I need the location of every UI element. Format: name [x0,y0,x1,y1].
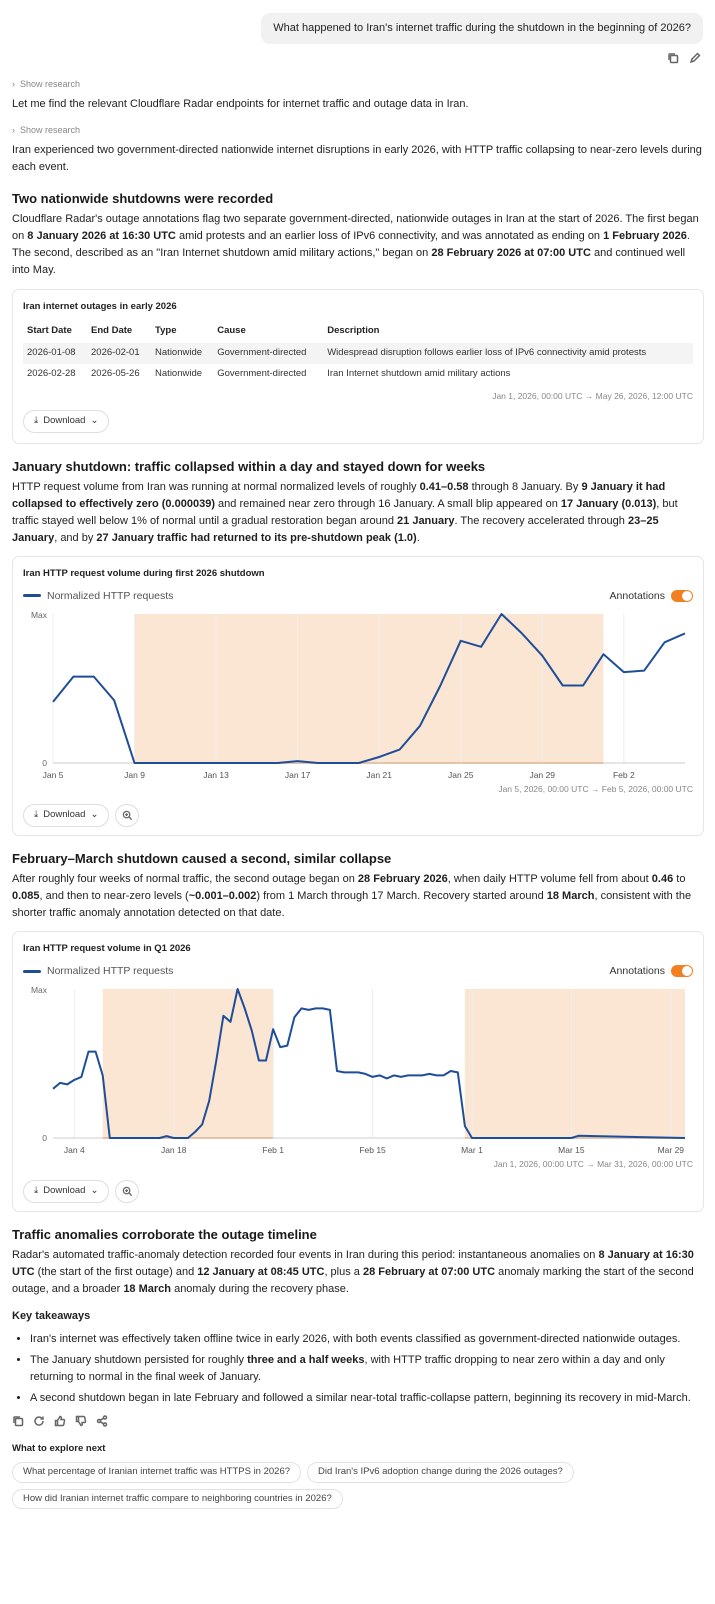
copy-icon[interactable] [12,1415,24,1433]
section-heading: February–March shutdown caused a second,… [12,851,392,867]
section-paragraph: After roughly four weeks of normal traff… [12,873,692,920]
zoom-icon [122,1186,133,1196]
x-tick-label: Feb 15 [359,1145,386,1155]
list-item: The January shutdown persisted for rough… [30,1352,704,1386]
thumbs-down-icon[interactable] [75,1415,87,1433]
section-heading: Traffic anomalies corroborate the outage… [12,1226,317,1242]
chart-legend[interactable]: Normalized HTTP requests [23,963,173,979]
series-line [52,988,686,1140]
chevron-right-icon: › [12,79,15,90]
show-research-toggle[interactable]: › Show research [12,78,704,92]
suggestion-chip[interactable]: What percentage of Iranian internet traf… [12,1461,302,1483]
intro-text: Let me find the relevant Cloudflare Rada… [12,98,469,110]
chevron-down-icon: ⌄ [90,414,99,426]
download-icon: ⤓ [34,809,39,821]
annotations-toggle[interactable]: Annotations [610,963,693,979]
annotations-toggle[interactable]: Annotations [610,588,693,604]
x-tick-label: Mar 15 [558,1145,585,1155]
date-range: Jan 1, 2026, 00:00 UTC → Mar 31, 2026, 0… [493,1159,693,1170]
chart-title: Iran HTTP request volume in Q1 2026 [23,943,191,955]
suggestion-chip[interactable]: How did Iranian internet traffic compare… [12,1488,343,1510]
show-research-toggle[interactable]: › Show research [12,124,704,138]
zoom-icon [122,810,133,821]
x-tick-label: Mar 29 [658,1145,685,1155]
column-header: Description [327,325,380,337]
chevron-right-icon: › [12,125,15,136]
download-button[interactable]: ⤓ Download ⌄ [23,409,110,433]
retry-icon[interactable] [33,1415,45,1433]
summary-text: Iran experienced two government-directed… [12,144,702,174]
toggle-switch[interactable] [671,589,693,602]
y-tick-label: 0 [42,758,47,768]
chart-jan: Max 0 Jan 5 Jan 9 Jan 13 Jan 17 Jan 21 Jan 25 Ja… [31,610,686,780]
section-heading: January shutdown: traffic collapsed with… [12,458,486,474]
legend-swatch [23,594,41,598]
section-heading: Two nationwide shutdowns were recorded [12,191,274,207]
y-tick-label: 0 [42,1133,47,1143]
download-icon: ⤓ [34,1184,39,1196]
toggle-switch[interactable] [671,965,693,978]
x-tick-label: Mar 1 [461,1145,483,1155]
x-tick-label: Jan 4 [64,1145,85,1155]
x-tick-label: Jan 9 [124,770,145,780]
share-icon[interactable] [96,1415,108,1433]
table-title: Iran internet outages in early 2026 [23,300,177,312]
date-range: Jan 5, 2026, 00:00 UTC → Feb 5, 2026, 00… [498,783,693,794]
x-tick-label: Jan 25 [448,770,474,780]
annotation-band [134,613,604,763]
suggestion-chips: What percentage of Iranian internet traf… [12,1461,704,1510]
section-paragraph: HTTP request volume from Iran was runnin… [12,480,678,544]
chart-card-q1: Iran HTTP request volume in Q1 2026 Norm… [12,931,704,1212]
column-header: Cause [217,325,246,337]
annotation-band [102,989,274,1139]
x-tick-label: Jan 21 [366,770,392,780]
message-actions [667,52,701,70]
outage-table: Start Date End Date Type Cause Descripti… [23,320,693,384]
legend-swatch [23,969,41,973]
x-tick-label: Jan 17 [285,770,311,780]
x-tick-label: Feb 1 [262,1145,284,1155]
user-message: What happened to Iran's internet traffic… [261,13,703,45]
response-actions [12,1415,704,1433]
suggestion-chip[interactable]: Did Iran's IPv6 adoption change during t… [307,1461,574,1483]
table-row: 2026-01-08 2026-02-01 Nationwide Governm… [23,342,693,364]
column-header: Start Date [27,325,72,337]
chart-card-jan: Iran HTTP request volume during first 20… [12,555,704,837]
chevron-down-icon: ⌄ [90,809,99,821]
chart-title: Iran HTTP request volume during first 20… [23,567,265,579]
table-row: 2026-02-28 2026-05-26 Nationwide Governm… [27,367,511,379]
zoom-button[interactable] [115,1179,140,1203]
x-tick-label: Jan 5 [43,770,64,780]
download-icon: ⤓ [34,414,39,426]
takeaways-heading: Key takeaways [12,1309,91,1322]
column-header: Type [155,325,177,337]
chart-legend[interactable]: Normalized HTTP requests [23,588,173,604]
x-tick-label: Jan 18 [161,1145,187,1155]
thumbs-up-icon[interactable] [54,1415,66,1433]
chart-q1: Max 0 Jan 4 Jan 18 Feb 1 Feb 15 Mar 1 Mar 15 Mar… [31,985,686,1155]
annotation-band [464,989,685,1139]
column-header: End Date [91,325,133,337]
outage-table-card: Iran internet outages in early 2026 Star… [12,288,704,444]
y-tick-label: Max [31,610,48,620]
assistant-response: › Show research Let me find the relevant… [12,78,704,1510]
section-paragraph: Cloudflare Radar's outage annotations fl… [12,213,699,277]
download-button[interactable]: ⤓ Download ⌄ [23,1179,110,1203]
takeaways-list: Iran's internet was effectively taken of… [12,1331,704,1407]
zoom-button[interactable] [115,804,140,828]
copy-icon[interactable] [667,52,679,70]
chevron-down-icon: ⌄ [90,1184,99,1196]
series-line [52,612,686,764]
download-button[interactable]: ⤓ Download ⌄ [23,804,110,828]
x-tick-label: Feb 2 [613,770,635,780]
section-paragraph: Radar's automated traffic-anomaly detect… [12,1248,694,1295]
edit-icon[interactable] [689,52,701,70]
x-tick-label: Jan 29 [530,770,556,780]
list-item: Iran's internet was effectively taken of… [30,1331,704,1348]
y-tick-label: Max [31,985,48,995]
list-item: A second shutdown began in late February… [30,1390,704,1407]
date-range: Jan 1, 2026, 00:00 UTC → May 26, 2026, 1… [492,391,693,402]
explore-heading: What to explore next [12,1443,106,1455]
x-tick-label: Jan 13 [203,770,229,780]
